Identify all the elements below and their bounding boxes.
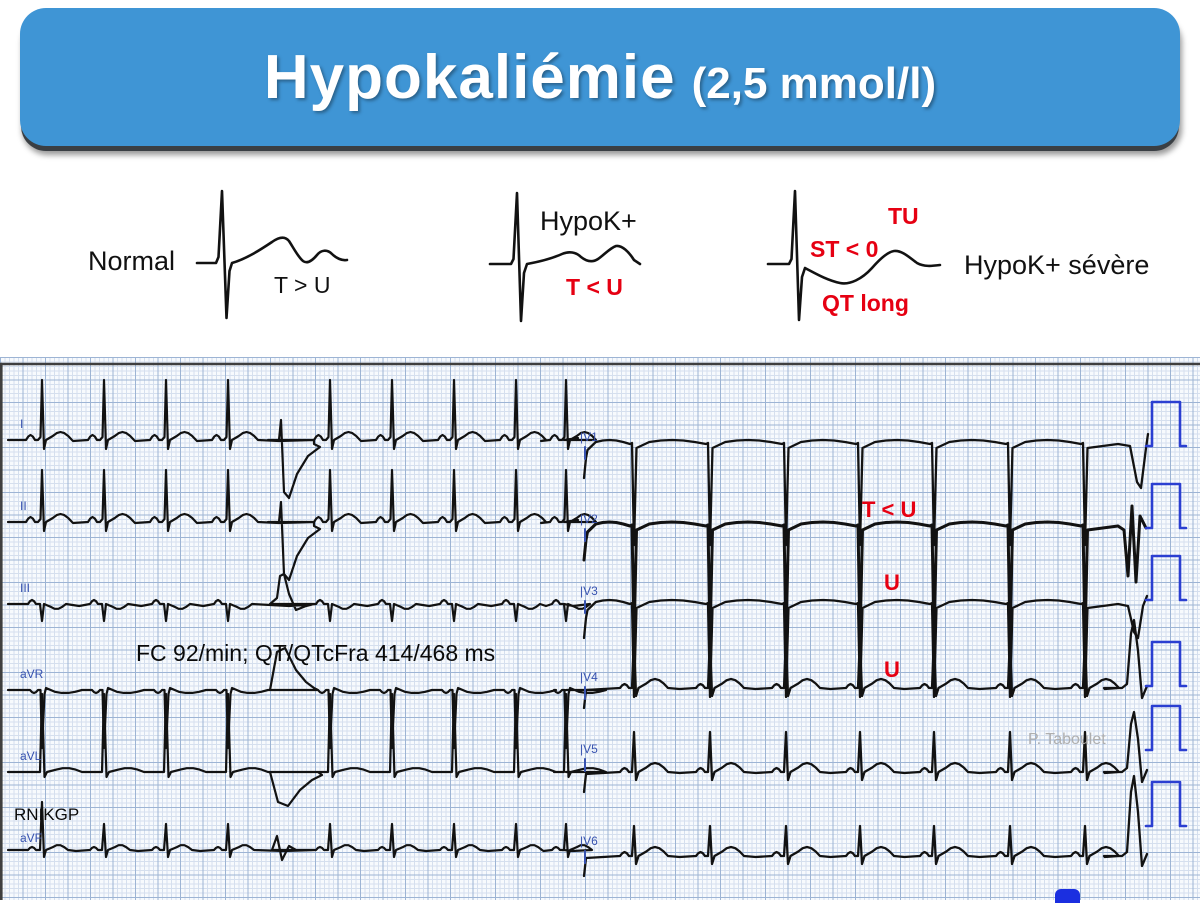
calibration-pulse-v2 bbox=[1144, 482, 1188, 530]
lead-label-v5: |V5 bbox=[580, 742, 598, 756]
ecg-trace-lead-ii bbox=[6, 468, 598, 582]
ecg-trace-lead-v1 bbox=[582, 432, 1150, 547]
severe-annotation-qt: QT long bbox=[822, 290, 909, 316]
calibration-pulse-v6 bbox=[1144, 780, 1188, 828]
ecg-trace-lead-v5 bbox=[582, 710, 1149, 794]
ecg-trace-lead-v6 bbox=[582, 774, 1149, 878]
hypok-annotation: T < U bbox=[566, 274, 623, 300]
ecg-trace-lead-i bbox=[6, 378, 598, 500]
sketch-waveforms bbox=[195, 189, 942, 323]
patient-code: RNIKGP bbox=[14, 805, 80, 824]
lead-label-iii: III bbox=[20, 581, 30, 595]
normal-annotation: T > U bbox=[274, 272, 331, 298]
lead-label-v4: |V4 bbox=[580, 670, 598, 684]
ecg-measurements: FC 92/min; QT/QTcFra 414/468 ms bbox=[136, 640, 496, 666]
lead-label-v3: |V3 bbox=[580, 584, 598, 598]
hypok-label: HypoK+ bbox=[540, 206, 637, 236]
slide-title: Hypokaliémie bbox=[263, 43, 676, 112]
title-group: Hypokaliémie (2,5 mmol/l) bbox=[264, 42, 936, 113]
ecg-trace-lead-v3 bbox=[582, 594, 1149, 699]
ecg-trace-lead-iii bbox=[6, 572, 592, 623]
calibration-pulse-v3 bbox=[1144, 554, 1188, 602]
ecg-sketch-hypok-severe bbox=[766, 189, 942, 322]
ecg-trace-lead-v2 bbox=[582, 504, 1148, 641]
title-banner: Hypokaliémie (2,5 mmol/l) bbox=[20, 8, 1180, 146]
lead-label-v1: |V1 bbox=[580, 430, 598, 444]
ecg-sketch-normal bbox=[195, 189, 349, 320]
lead-label-v2: |V2 bbox=[580, 512, 598, 526]
lead-label-avf: aVF bbox=[20, 831, 42, 845]
ecg-trace-lead-avf bbox=[6, 800, 594, 862]
lead-label-ii: II bbox=[20, 499, 27, 513]
ecg-trace-lead-v4 bbox=[582, 618, 1149, 710]
severe-annotation-tu: TU bbox=[888, 203, 919, 229]
logo-icon bbox=[1055, 889, 1080, 903]
lead-label-avl: aVL bbox=[20, 749, 42, 763]
calibration-pulse-v4 bbox=[1144, 640, 1188, 688]
lead-label-v6: |V6 bbox=[580, 834, 598, 848]
normal-label: Normal bbox=[88, 246, 176, 276]
lead-label-avr: aVR bbox=[20, 667, 44, 681]
severe-annotation-st: ST < 0 bbox=[810, 236, 879, 262]
strip-annotation-u1: U bbox=[884, 570, 900, 595]
strip-annotation-u2: U bbox=[884, 657, 900, 682]
ecg-trace-lead-avl bbox=[6, 692, 608, 808]
strip-annotation-t-lt-u: T < U bbox=[862, 497, 917, 522]
ecg-sketch-hypok bbox=[488, 191, 642, 323]
watermark: P. Taboulet bbox=[1028, 731, 1106, 748]
severe-label: HypoK+ sévère bbox=[964, 250, 1150, 280]
calibration-pulse-v1 bbox=[1144, 400, 1188, 448]
lead-label-i: I bbox=[20, 417, 23, 431]
calibration-pulse-v5 bbox=[1144, 704, 1188, 752]
slide-subtitle: (2,5 mmol/l) bbox=[691, 59, 937, 108]
ecg-strip: I II III aVR aVL aVF |V1 |V2 |V3 |V4 |V5 |V6 FC 92/… bbox=[0, 357, 1200, 900]
